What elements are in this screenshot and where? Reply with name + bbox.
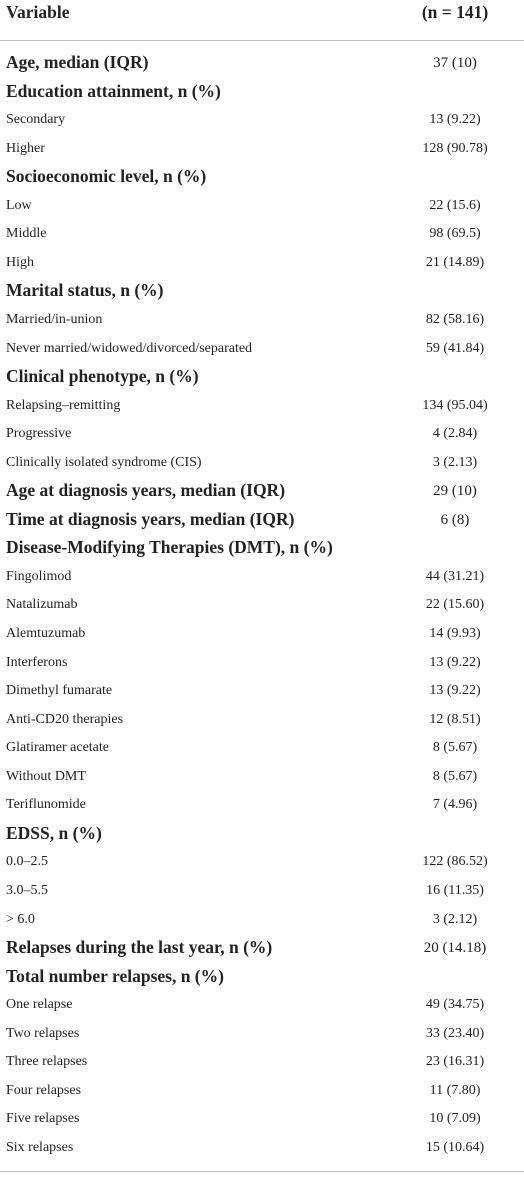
row-label: Fingolimod — [6, 568, 72, 584]
row-value: 49 (34.75) — [425, 997, 485, 1013]
section-label: EDSS, n (%) — [6, 822, 102, 843]
row-label: Secondary — [6, 112, 66, 128]
section-label: Age, median (IQR) — [6, 52, 149, 72]
row-value: 10 (7.09) — [429, 1111, 481, 1127]
row-label: Middle — [6, 226, 47, 242]
row-label: Six relapses — [6, 1139, 74, 1155]
row-label: Anti-CD20 therapies — [6, 711, 124, 727]
row-value: 22 (15.6) — [429, 197, 481, 213]
row-value: 12 (8.51) — [429, 711, 481, 727]
section-label: Education attainment, n (%) — [6, 80, 221, 101]
row-label: Low — [6, 197, 32, 213]
row-label: Alemtuzumab — [6, 626, 86, 641]
row-value: 134 (95.04) — [422, 397, 488, 413]
section-label: Time at diagnosis years, median (IQR) — [6, 508, 295, 529]
row-value: 8 (5.67) — [432, 768, 478, 784]
row-value: 128 (90.78) — [422, 140, 488, 156]
row-value: 13 (9.22) — [429, 654, 481, 670]
row-value: 6 (8) — [440, 511, 470, 528]
row-value: 15 (10.64) — [425, 1139, 485, 1155]
row-label: Dimethyl fumarate — [6, 683, 113, 699]
section-label: Total number relapses, n (%) — [6, 965, 224, 986]
section-label: Relapses during the last year, n (%) — [6, 937, 273, 958]
header-rule — [0, 40, 524, 41]
row-label: Glatiramer acetate — [6, 740, 109, 756]
row-value: 44 (31.21) — [425, 568, 485, 584]
row-label: Never married/widowed/divorced/separated — [6, 340, 253, 356]
bottom-rule — [0, 1171, 524, 1172]
row-value: 33 (23.40) — [425, 1025, 485, 1041]
row-value: 3 (2.12) — [432, 911, 478, 927]
row-label: Clinically isolated syndrome (CIS) — [6, 454, 202, 470]
row-value: 22 (15.60) — [425, 597, 485, 613]
row-value: 13 (9.22) — [429, 112, 481, 128]
row-value: 7 (4.96) — [432, 797, 478, 813]
row-value: 59 (41.84) — [425, 340, 485, 356]
header-n: (n = 141) — [421, 2, 489, 22]
row-value: 23 (16.31) — [425, 1054, 485, 1070]
row-value: 3 (2.13) — [432, 454, 478, 470]
section-label: Age at diagnosis years, median (IQR) — [6, 480, 286, 501]
row-label: 3.0–5.5 — [6, 882, 48, 898]
row-label: > 6.0 — [6, 911, 35, 927]
section-label: Socioeconomic level, n (%) — [6, 166, 207, 187]
row-value: 8 (5.67) — [432, 740, 478, 756]
row-label: Without DMT — [6, 768, 86, 784]
section-label: Clinical phenotype, n (%) — [6, 366, 199, 387]
row-label: Three relapses — [6, 1054, 88, 1070]
row-label: Natalizumab — [6, 597, 78, 613]
row-value: 37 (10) — [433, 55, 477, 71]
row-label: Interferons — [6, 654, 68, 670]
row-label: Teriflunomide — [6, 797, 86, 813]
row-value: 13 (9.22) — [429, 683, 481, 699]
row-value: 14 (9.93) — [429, 626, 481, 641]
row-label: High — [6, 254, 34, 270]
row-label: Two relapses — [6, 1025, 80, 1041]
row-value: 11 (7.80) — [429, 1082, 481, 1098]
row-value: 122 (86.52) — [422, 854, 488, 870]
row-value: 29 (10) — [433, 483, 477, 500]
row-label: One relapse — [6, 997, 73, 1013]
row-value: 98 (69.5) — [429, 226, 481, 242]
row-value: 16 (11.35) — [426, 882, 484, 898]
row-label: Five relapses — [6, 1111, 80, 1127]
section-label: Disease-Modifying Therapies (DMT), n (%) — [6, 537, 333, 558]
row-value: 20 (14.18) — [423, 940, 487, 957]
section-label: Marital status, n (%) — [6, 280, 164, 301]
header-variable: Variable — [6, 2, 70, 22]
row-label: 0.0–2.5 — [6, 854, 48, 870]
row-value: 21 (14.89) — [425, 254, 485, 270]
row-label: Relapsing–remitting — [6, 397, 121, 413]
row-label: Progressive — [6, 426, 72, 442]
row-label: Higher — [6, 140, 45, 156]
row-value: 4 (2.84) — [432, 426, 478, 442]
row-value: 82 (58.16) — [425, 311, 485, 327]
row-label: Married/in-union — [6, 311, 103, 327]
row-label: Four relapses — [6, 1082, 82, 1098]
